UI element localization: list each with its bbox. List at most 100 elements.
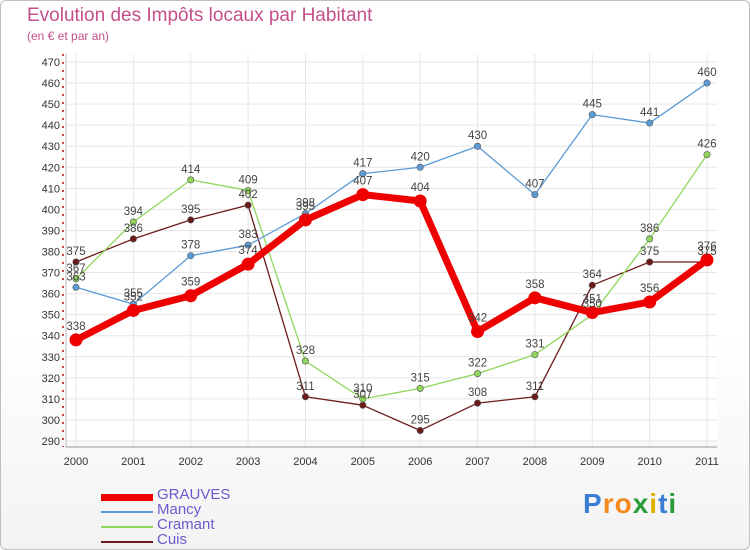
data-label-cramant: 409: [238, 174, 257, 186]
data-point-cuis: [244, 201, 252, 209]
series-line-mancy: [75, 82, 708, 305]
x-tick-label: 2004: [293, 456, 317, 468]
data-label-mancy: 378: [181, 240, 200, 252]
data-point-cuis: [531, 393, 539, 401]
data-label-cuis: 402: [238, 189, 257, 201]
logo-letter: r: [602, 488, 615, 519]
plot-area: [66, 54, 717, 441]
data-point-mancy: [244, 241, 252, 249]
data-point-cuis: [646, 258, 654, 266]
data-label-cuis: 364: [583, 269, 603, 281]
y-tick-label: 350: [42, 310, 60, 322]
data-label-mancy: 363: [66, 271, 85, 283]
data-label-cuis: 375: [66, 246, 85, 258]
y-tick-label: 430: [42, 141, 60, 153]
y-tick-label: 410: [42, 183, 60, 195]
data-label-mancy: 417: [353, 158, 372, 170]
legend-label: Mancy: [157, 501, 202, 518]
y-tick-label: 450: [42, 99, 60, 111]
logo-letter: t: [658, 488, 669, 519]
y-tick-label: 360: [42, 289, 60, 301]
data-label-grauves: 358: [525, 279, 544, 291]
data-label-cramant: 322: [468, 358, 487, 370]
data-label-cramant: 386: [640, 223, 659, 235]
x-tick-label: 2006: [408, 456, 432, 468]
legend-item-cuis: Cuis: [101, 531, 301, 549]
data-point-cuis: [187, 216, 195, 224]
data-label-mancy: 355: [124, 288, 143, 300]
data-point-cuis: [474, 399, 482, 407]
data-label-cuis: 307: [353, 389, 372, 401]
data-point-mancy: [359, 170, 367, 178]
x-tick-label: 2008: [523, 456, 547, 468]
data-label-cramant: 310: [353, 383, 372, 395]
y-tick-label: 380: [42, 247, 60, 259]
y-tick-label: 290: [42, 436, 60, 448]
legend-item-grauves: GRAUVES: [101, 486, 301, 504]
data-point-mancy: [531, 191, 539, 199]
data-label-mancy: 430: [468, 130, 487, 142]
data-point-cuis: [359, 401, 367, 409]
x-tick-label: 2003: [236, 456, 260, 468]
data-label-cuis: 311: [296, 381, 314, 393]
data-point-grauves: [69, 333, 83, 347]
legend-swatch: [101, 541, 153, 543]
data-point-cramant: [72, 275, 80, 283]
x-tick-label: 2010: [637, 456, 661, 468]
logo-letter: P: [583, 488, 603, 519]
data-point-grauves: [298, 213, 312, 227]
data-label-grauves: 342: [468, 313, 487, 325]
legend-swatch: [101, 494, 153, 501]
data-label-mancy: 420: [411, 151, 430, 163]
x-tick-label: 2007: [465, 456, 489, 468]
data-label-cramant: 367: [66, 263, 85, 275]
logo-letter: o: [614, 488, 633, 519]
data-point-cramant: [359, 395, 367, 403]
data-label-grauves: 356: [640, 283, 659, 295]
series-line-grauves: [72, 191, 711, 344]
data-point-mancy: [187, 252, 195, 260]
y-tick-label: 440: [42, 120, 60, 132]
y-tick-label: 390: [42, 225, 60, 237]
data-label-cuis: 308: [468, 387, 487, 399]
data-point-cramant: [301, 357, 309, 365]
data-label-grauves: 404: [411, 182, 431, 194]
data-point-cramant: [244, 186, 252, 194]
data-label-grauves: 376: [697, 241, 716, 253]
series-line-cuis: [75, 204, 708, 432]
legend-label: Cuis: [157, 531, 188, 548]
data-label-grauves: 338: [66, 321, 85, 333]
data-label-cramant: 414: [181, 164, 201, 176]
data-point-cramant: [416, 384, 424, 392]
x-tick-label: 2002: [178, 456, 202, 468]
data-point-cramant: [187, 176, 195, 184]
x-tick-label: 2011: [695, 456, 719, 468]
chart-title: Evolution des Impôts locaux par Habitant: [27, 5, 373, 26]
legend-label: GRAUVES: [157, 486, 231, 503]
data-label-cuis: 311: [526, 381, 544, 393]
data-point-grauves: [585, 306, 599, 320]
data-point-grauves: [241, 257, 255, 271]
data-point-grauves: [643, 295, 657, 309]
data-label-grauves: 407: [353, 176, 372, 188]
chart-subtitle: (en € et par an): [27, 29, 110, 43]
y-tick-label: 420: [42, 162, 60, 174]
data-point-mancy: [588, 111, 596, 119]
data-label-cuis: 386: [124, 223, 143, 235]
data-label-mancy: 460: [697, 67, 716, 79]
x-tick-label: 2000: [64, 456, 88, 468]
y-tick-label: 460: [42, 78, 60, 90]
data-label-mancy: 383: [238, 229, 257, 241]
data-point-grauves: [184, 289, 198, 303]
data-label-cuis: 295: [411, 414, 430, 426]
data-point-grauves: [413, 194, 427, 208]
x-tick-label: 2009: [580, 456, 604, 468]
data-label-cramant: 394: [124, 206, 144, 218]
data-point-grauves: [700, 253, 714, 267]
y-tick-label: 470: [42, 57, 60, 69]
x-tick-label: 2005: [351, 456, 375, 468]
data-label-cramant: 331: [525, 339, 544, 351]
data-label-cuis: 375: [697, 246, 716, 258]
